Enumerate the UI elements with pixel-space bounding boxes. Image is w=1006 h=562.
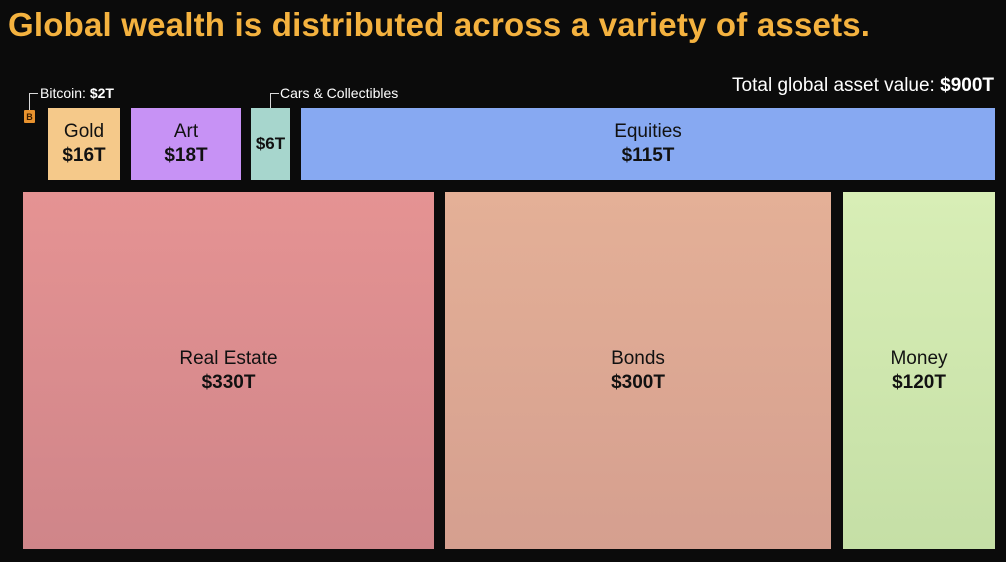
tile-real-estate-label: Real Estate [179,348,278,369]
bitcoin-icon: B [24,110,35,123]
tile-money-label: Money [890,348,948,369]
tile-cars-value: $6T [255,134,286,153]
tile-real-estate-value: $330T [201,372,256,393]
total-label: Total global asset value: [732,75,935,96]
total-asset-value: Total global asset value: $900T [732,75,994,97]
tile-equities: Equities $115T [301,108,995,180]
bitcoin-callout-label: Bitcoin: $2T [40,85,114,101]
tile-art: Art $18T [131,108,241,180]
chart-title: Global wealth is distributed across a va… [8,6,871,43]
bitcoin-label-name: Bitcoin: [40,85,86,101]
tile-gold: Gold $16T [48,108,120,180]
tile-gold-label: Gold [63,121,105,142]
tile-cars-collectibles: $6T [251,108,290,180]
cars-callout-label: Cars & Collectibles [280,85,399,101]
tile-art-value: $18T [164,145,208,166]
tile-bonds: Bonds $300T [445,192,831,549]
tile-equities-label: Equities [614,121,682,142]
tile-bonds-value: $300T [611,372,665,393]
tile-gold-value: $16T [62,145,106,166]
tile-equities-value: $115T [621,145,675,166]
tile-money: Money $120T [843,192,995,549]
tile-bonds-label: Bonds [611,348,665,369]
tile-art-label: Art [173,121,199,142]
total-value: $900T [940,75,994,96]
bitcoin-callout-line [29,93,38,110]
bitcoin-label-value: $2T [89,85,114,101]
tile-real-estate: Real Estate $330T [23,192,434,549]
cars-callout-line [270,93,279,108]
tile-money-value: $120T [892,372,946,393]
